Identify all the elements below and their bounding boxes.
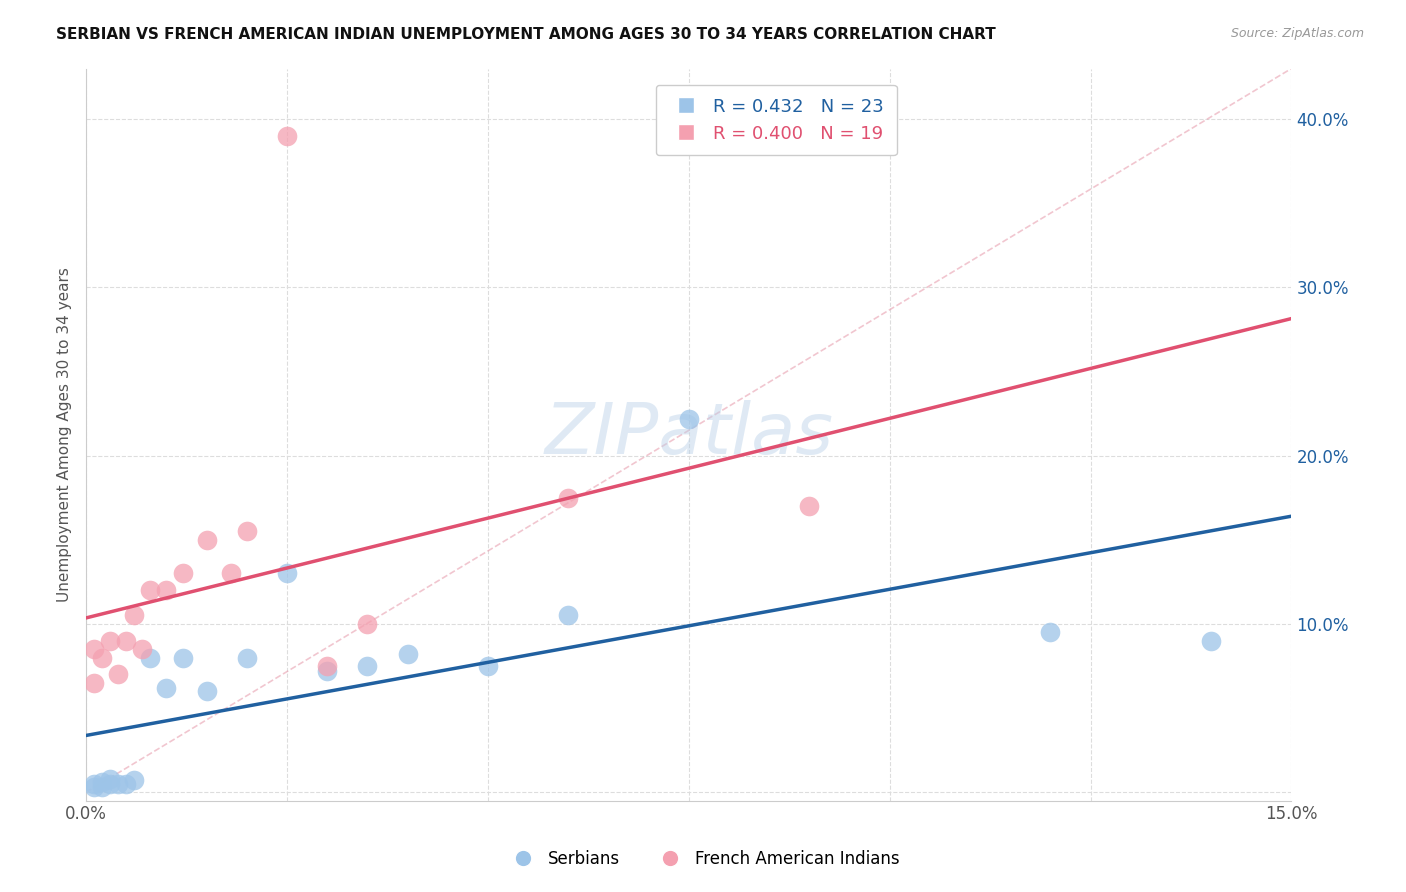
Text: ZIPatlas: ZIPatlas [544,401,834,469]
Point [172,650,194,665]
Point [91,780,114,794]
Point [1199,633,1222,648]
Point [477,659,499,673]
Point [316,664,339,678]
Point [83,675,105,690]
Point [557,491,579,505]
Point [83,642,105,657]
Point [91,650,114,665]
Point [115,777,138,791]
Point [124,608,146,623]
Point [316,659,339,673]
Point [155,681,177,695]
Point [195,684,218,698]
Point [98,777,121,791]
Point [236,524,259,539]
Point [356,616,378,631]
Text: SERBIAN VS FRENCH AMERICAN INDIAN UNEMPLOYMENT AMONG AGES 30 TO 34 YEARS CORRELA: SERBIAN VS FRENCH AMERICAN INDIAN UNEMPL… [56,27,995,42]
Point [276,128,298,143]
Point [83,780,105,794]
Point [195,533,218,547]
Point [219,566,242,581]
Point [557,608,579,623]
Point [396,647,419,661]
Point [139,650,162,665]
Point [678,411,700,425]
Point [98,772,121,786]
Point [91,775,114,789]
Legend: R = 0.432   N = 23, R = 0.400   N = 19: R = 0.432 N = 23, R = 0.400 N = 19 [655,85,897,155]
Point [139,583,162,598]
Point [131,642,153,657]
Point [83,777,105,791]
Point [124,773,146,788]
Point [236,650,259,665]
Point [276,566,298,581]
Point [98,633,121,648]
Text: Source: ZipAtlas.com: Source: ZipAtlas.com [1230,27,1364,40]
Point [356,659,378,673]
Point [107,777,129,791]
Y-axis label: Unemployment Among Ages 30 to 34 years: Unemployment Among Ages 30 to 34 years [58,267,72,602]
Legend: Serbians, French American Indians: Serbians, French American Indians [499,844,907,875]
Point [155,583,177,598]
Point [172,566,194,581]
Point [799,499,821,513]
Point [115,633,138,648]
Point [107,667,129,681]
Point [1039,625,1062,640]
